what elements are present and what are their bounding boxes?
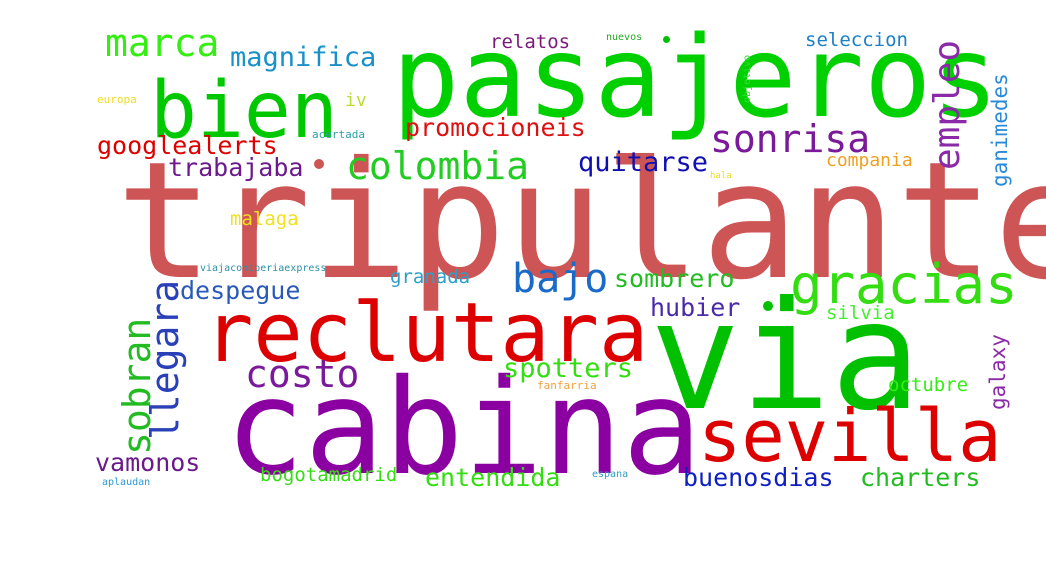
word-iv: iv [345, 90, 367, 111]
word-vamonos: vamonos [95, 448, 201, 477]
word-ganimedes: ganimedes [988, 73, 1012, 187]
dot-decoration [663, 36, 670, 43]
word-fanfarria: fanfarria [537, 379, 597, 392]
word-europa: europa [97, 93, 137, 106]
word-sobran: sobran [115, 317, 159, 455]
word-compania: compania [826, 150, 913, 171]
word-tripulantes: tripulantes [116, 128, 1046, 316]
word-gracias: gracias [790, 253, 1018, 316]
word-magnifica: magnifica [230, 42, 377, 73]
word-promocioneis: promocioneis [405, 113, 586, 142]
word-silvia: silvia [826, 302, 895, 324]
word-via: via [650, 270, 921, 444]
dot-decoration [314, 159, 324, 169]
word-cabina: cabina [225, 351, 702, 505]
word-acertada: acertada [312, 128, 365, 141]
word-bien: bien [150, 66, 338, 156]
word-empleo: empleo [927, 39, 968, 170]
word-relatos: relatos [490, 31, 571, 53]
word-bajo: bajo [512, 256, 609, 302]
word-galaxy: galaxy [986, 334, 1010, 410]
word-granada: granada [390, 266, 471, 288]
word-sonrisa: sonrisa [710, 117, 871, 161]
word-sombrero: sombrero [614, 264, 735, 293]
word-trabajaba: trabajaba [168, 153, 304, 182]
word-charters: charters [860, 463, 981, 492]
word-buenosdias: buenosdias [683, 463, 834, 492]
word-costo: costo [245, 352, 360, 396]
word-pasajeros: pasajeros [392, 13, 999, 143]
word-googlealerts: googlealerts [97, 131, 278, 160]
word-reclutara: reclutara [204, 286, 649, 381]
word-bogotamadrid: bogotamadrid [260, 464, 398, 486]
word-spotters: spotters [503, 353, 634, 384]
word-entendida: entendida [425, 463, 561, 492]
word-sevilla: sevilla [698, 394, 1002, 478]
word-hubier: hubier [650, 293, 741, 322]
dot-decoration [763, 301, 773, 311]
word-marca: marca [105, 21, 220, 65]
word-seleccion: seleccion [805, 29, 908, 51]
word-colombia: colombia [346, 144, 530, 188]
word-aplaudan: aplaudan [102, 477, 151, 488]
word-espana: espana [592, 469, 629, 480]
word-quitarse: quitarse [578, 147, 709, 178]
word-viajaconiberiaexpress: viajaconiberiaexpress [200, 263, 327, 274]
word-hala: hala [710, 171, 732, 181]
word-malaga: malaga [230, 208, 299, 230]
word-nuevos: nuevos [606, 32, 643, 43]
word-octubre: octubre [888, 374, 969, 396]
word-objetivo: objetivo [742, 54, 753, 103]
word-despegue: despegue [180, 276, 301, 305]
